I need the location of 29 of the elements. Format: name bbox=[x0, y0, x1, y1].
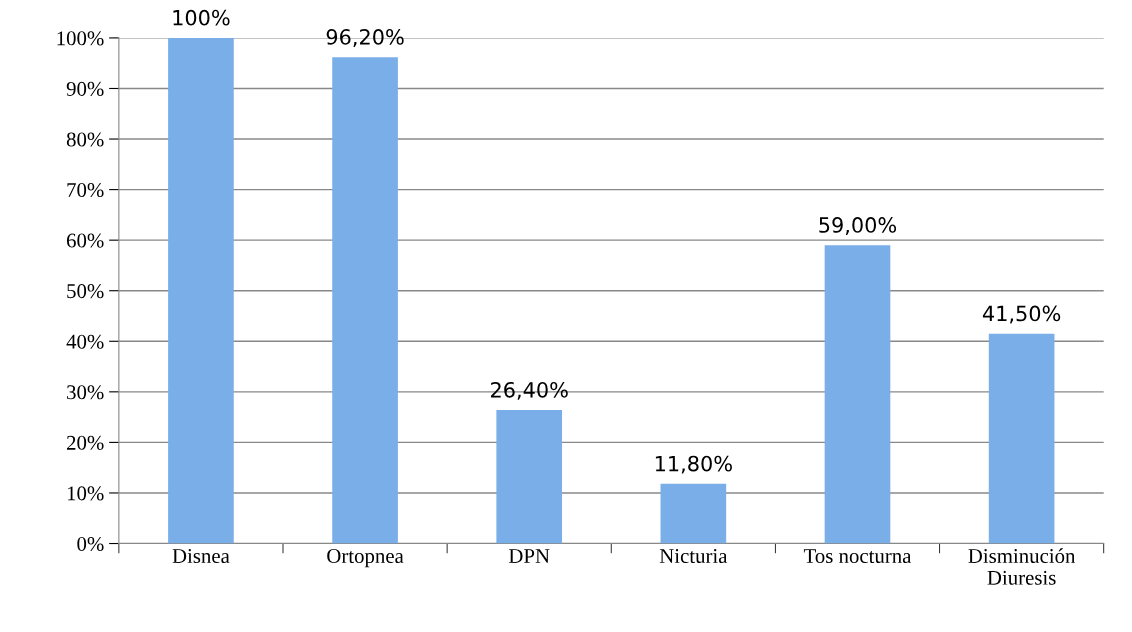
bar bbox=[332, 57, 398, 544]
y-tick-label: 80% bbox=[66, 132, 104, 147]
x-tick-label: DPN bbox=[508, 549, 550, 563]
y-tick-label: 30% bbox=[67, 385, 104, 400]
data-label: 100% bbox=[173, 9, 230, 26]
x-tick-label: Disminución Diuresis bbox=[968, 548, 1076, 585]
bar bbox=[496, 410, 563, 544]
y-tick-label: 0% bbox=[77, 536, 104, 552]
bar bbox=[824, 245, 891, 544]
data-label: 11,80% bbox=[655, 455, 732, 474]
y-tick-label: 40% bbox=[66, 334, 104, 349]
x-tick-label: Nicturia bbox=[659, 549, 728, 564]
data-label: 96,20% bbox=[326, 29, 404, 47]
x-tick-label: Ortopnea bbox=[327, 549, 404, 568]
bar bbox=[660, 483, 727, 544]
data-label: 59,00% bbox=[819, 217, 897, 235]
y-tick-label: 50% bbox=[67, 284, 104, 299]
x-tick-label: Tos nocturna bbox=[803, 549, 912, 564]
data-label: 41,50% bbox=[982, 305, 1061, 324]
y-tick-label: 90% bbox=[66, 81, 104, 96]
y-tick-label: 100% bbox=[57, 31, 104, 46]
bar bbox=[168, 37, 234, 544]
x-tick-label: Disnea bbox=[172, 549, 230, 564]
data-label: 26,40% bbox=[491, 381, 568, 400]
bar bbox=[988, 333, 1055, 544]
y-tick-label: 60% bbox=[66, 233, 104, 248]
y-tick-label: 70% bbox=[67, 182, 104, 198]
y-tick-label: 20% bbox=[67, 435, 104, 450]
y-tick-label: 10% bbox=[67, 486, 104, 501]
